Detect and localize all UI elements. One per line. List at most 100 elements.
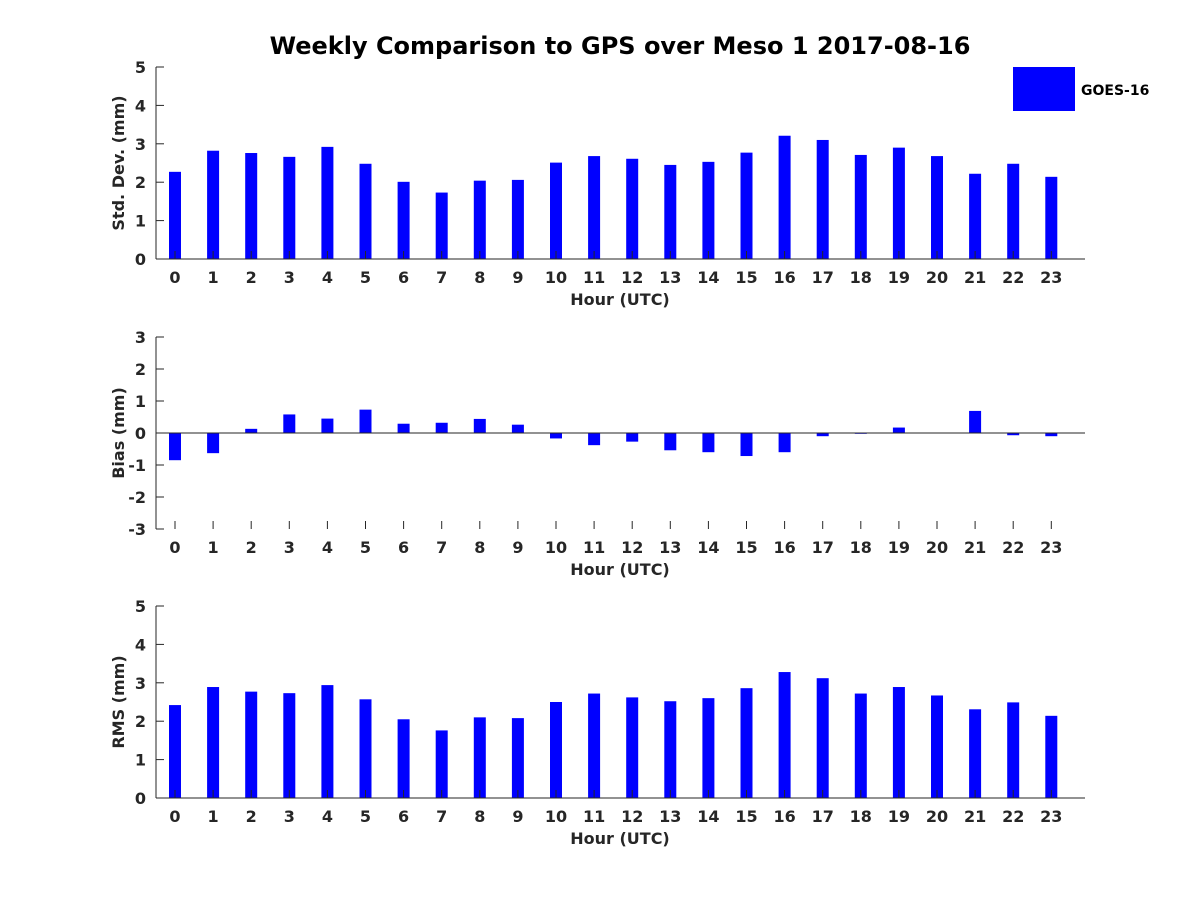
x-tick-label: 23 — [1040, 538, 1062, 557]
bar-hour-5 — [359, 409, 372, 433]
bar-hour-2 — [245, 428, 258, 433]
y-tick-label: 2 — [135, 173, 146, 192]
x-tick-label: 0 — [169, 538, 180, 557]
bar-hour-11 — [588, 693, 601, 798]
x-tick-label: 19 — [888, 807, 910, 826]
x-tick-label: 5 — [360, 268, 371, 287]
bar-hour-12 — [626, 433, 639, 442]
x-tick-label: 16 — [773, 538, 795, 557]
bar-hour-13 — [664, 164, 677, 259]
bar-hour-20 — [931, 695, 943, 798]
x-tick-label: 22 — [1002, 538, 1024, 557]
x-tick-label: 19 — [888, 538, 910, 557]
x-tick-label: 23 — [1040, 807, 1062, 826]
y-tick-label: -2 — [128, 488, 146, 507]
y-tick-label: -3 — [128, 520, 146, 539]
x-tick-label: 5 — [360, 807, 371, 826]
x-tick-label: 7 — [436, 807, 447, 826]
x-tick-label: 1 — [208, 807, 219, 826]
bar-hour-18 — [854, 154, 867, 259]
bar-hour-9 — [511, 179, 524, 259]
bar-hour-8 — [473, 180, 486, 259]
x-tick-label: 14 — [697, 268, 719, 287]
bar-hour-19 — [892, 687, 905, 798]
x-tick-label: 22 — [1002, 268, 1024, 287]
x-tick-label: 12 — [621, 268, 643, 287]
y-tick-label: 5 — [135, 597, 146, 616]
y-tick-label: 3 — [135, 135, 146, 154]
y-axis-label: RMS (mm) — [109, 655, 128, 748]
x-axis-label: Hour (UTC) — [570, 290, 670, 309]
bar-hour-14 — [702, 433, 715, 453]
x-tick-label: 17 — [812, 807, 834, 826]
y-tick-label: 5 — [135, 58, 146, 77]
x-tick-label: 4 — [322, 807, 333, 826]
bar-hour-15 — [740, 688, 753, 798]
bar-hour-2 — [245, 691, 258, 798]
x-tick-label: 2 — [246, 268, 257, 287]
bar-hour-18 — [854, 693, 867, 798]
std-dev-panel: 0 1 2 3 4 5 6 7 8 9 10 11 12 13 14 15 16 17 18 19 20 21 22 2301… — [109, 58, 1085, 309]
y-tick-label: 0 — [135, 789, 146, 808]
bar-hour-6 — [397, 423, 410, 433]
bar-hour-23 — [1045, 176, 1058, 259]
bar-hour-16 — [778, 433, 791, 453]
x-tick-label: 1 — [208, 268, 219, 287]
bar-hour-21 — [969, 410, 982, 433]
bar-hour-6 — [397, 181, 410, 259]
x-tick-label: 9 — [512, 268, 523, 287]
bar-hour-0 — [169, 705, 181, 798]
bar-hour-20 — [931, 156, 943, 259]
bar-hour-0 — [169, 171, 181, 259]
x-tick-label: 6 — [398, 538, 409, 557]
bar-hour-12 — [626, 158, 639, 259]
bar-hour-14 — [702, 161, 715, 259]
bar-hour-22 — [1007, 702, 1020, 798]
bar-hour-10 — [550, 702, 562, 798]
x-tick-label: 23 — [1040, 268, 1062, 287]
bar-hour-3 — [283, 693, 296, 798]
x-tick-label: 10 — [545, 807, 567, 826]
bar-hour-16 — [778, 135, 791, 259]
x-tick-label: 8 — [474, 807, 485, 826]
bar-hour-10 — [550, 162, 562, 259]
bar-hour-23 — [1045, 715, 1058, 798]
y-tick-label: 3 — [135, 674, 146, 693]
x-tick-label: 15 — [735, 807, 757, 826]
x-tick-label: 13 — [659, 538, 681, 557]
chart-title: Weekly Comparison to GPS over Meso 1 201… — [270, 32, 971, 60]
bar-hour-22 — [1007, 433, 1020, 436]
x-tick-label: 2 — [246, 807, 257, 826]
y-tick-label: 1 — [135, 751, 146, 770]
bar-hour-8 — [473, 418, 486, 433]
bar-hour-19 — [892, 427, 905, 433]
bar-hour-15 — [740, 433, 753, 457]
x-tick-label: 18 — [850, 538, 872, 557]
bar-hour-5 — [359, 699, 372, 798]
y-tick-label: 0 — [135, 250, 146, 269]
bar-hour-4 — [321, 146, 334, 259]
bar-hour-3 — [283, 414, 296, 433]
x-tick-label: 4 — [322, 268, 333, 287]
legend: GOES-16 — [1013, 67, 1149, 111]
bar-hour-1 — [207, 687, 220, 798]
y-tick-label: 3 — [135, 328, 146, 347]
x-tick-label: 0 — [169, 807, 180, 826]
x-tick-label: 11 — [583, 807, 605, 826]
bar-hour-4 — [321, 685, 334, 798]
bar-hour-22 — [1007, 163, 1020, 259]
x-tick-label: 16 — [773, 268, 795, 287]
bar-hour-1 — [207, 433, 220, 454]
y-axis-label: Std. Dev. (mm) — [109, 95, 128, 230]
x-tick-label: 21 — [964, 538, 986, 557]
bar-hour-11 — [588, 156, 601, 259]
x-tick-label: 6 — [398, 268, 409, 287]
x-tick-label: 2 — [246, 538, 257, 557]
x-tick-label: 17 — [812, 538, 834, 557]
bar-hour-19 — [892, 147, 905, 259]
x-tick-label: 12 — [621, 538, 643, 557]
x-tick-label: 17 — [812, 268, 834, 287]
x-tick-label: 21 — [964, 268, 986, 287]
x-tick-label: 6 — [398, 807, 409, 826]
y-tick-label: 4 — [135, 96, 146, 115]
